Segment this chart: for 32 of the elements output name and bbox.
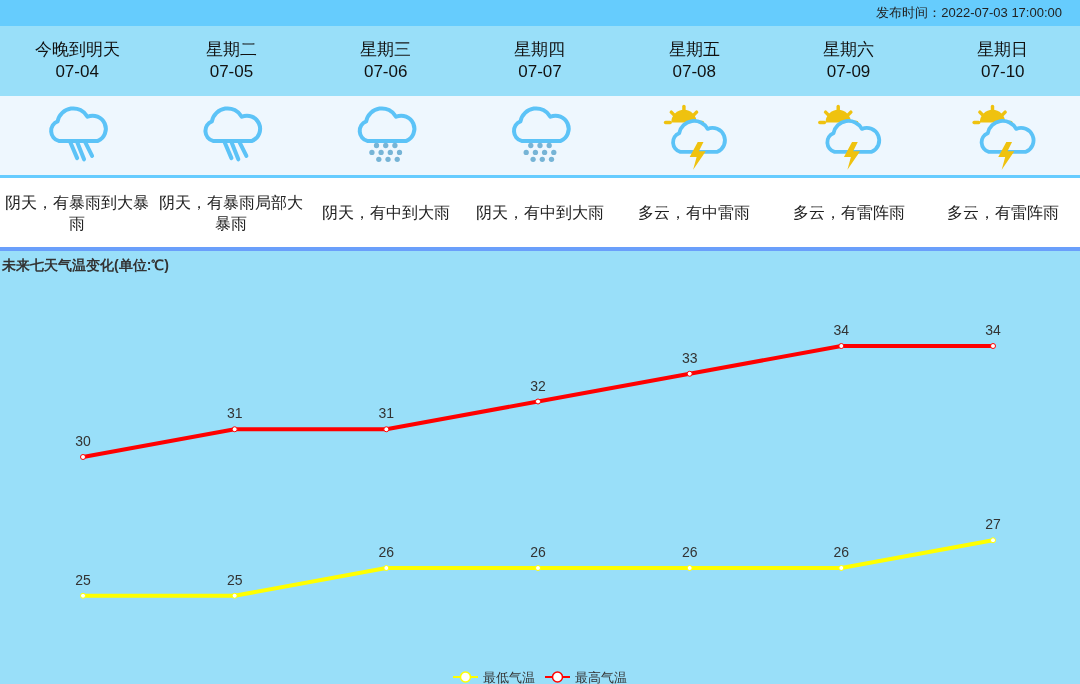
- category-label: 星期二 07-05: [204, 39, 258, 83]
- text: 阴天，有中到大雨: [321, 203, 450, 223]
- data-label: 25: [226, 571, 243, 588]
- category-label: 星期五 07-08: [667, 39, 721, 83]
- category-label: 星期三 07-06: [359, 39, 413, 83]
- category-label: 星期六 07-09: [822, 39, 876, 83]
- category-label: 星期日 07-10: [976, 39, 1030, 83]
- text: 多云，有雷阵雨: [946, 203, 1059, 223]
- data-label: 34: [985, 322, 1001, 338]
- data-label: 34: [833, 322, 850, 338]
- text: 多云，有中雷雨: [638, 203, 751, 223]
- text: 发布时间：2022-07-03 17:00:00: [876, 4, 1062, 22]
- legend-label: 最低气温: [483, 669, 535, 684]
- text: 阴天，有暴雨到大暴雨: [4, 192, 151, 234]
- text: 阴天，有中到大雨: [475, 203, 604, 223]
- data-label: 26: [378, 544, 395, 560]
- category-label: 星期四 07-07: [513, 39, 567, 83]
- text: 阴天，有暴雨局部大暴雨: [158, 192, 305, 234]
- category-label: 今晚到明天 07-04: [33, 39, 121, 83]
- text: 多云，有雷阵雨: [792, 203, 905, 223]
- chart-title: 未来七天气温变化(单位:℃): [1, 257, 169, 273]
- data-label: 27: [985, 516, 1001, 533]
- data-label: 33: [681, 349, 698, 366]
- data-label: 25: [75, 571, 91, 588]
- data-label: 26: [681, 544, 698, 560]
- data-label: 26: [833, 544, 850, 560]
- data-label: 30: [75, 433, 91, 449]
- data-label: 31: [378, 405, 395, 422]
- data-label: 26: [530, 544, 546, 560]
- data-label: 31: [226, 405, 243, 422]
- data-label: 32: [530, 377, 546, 394]
- legend-label: 最高气温: [575, 669, 627, 684]
